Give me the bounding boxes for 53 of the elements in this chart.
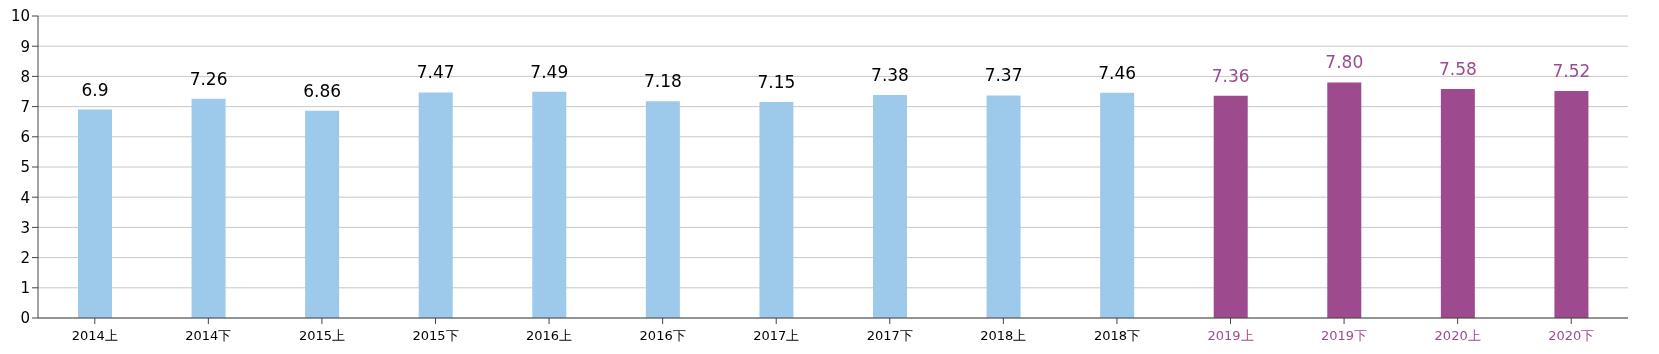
x-tick-label: 2016下 <box>639 328 686 343</box>
bar <box>305 110 340 318</box>
bar <box>1213 95 1248 318</box>
data-label: 7.26 <box>189 68 228 89</box>
y-tick-label: 0 <box>20 309 30 328</box>
y-tick-label: 5 <box>20 158 30 177</box>
bar <box>78 109 112 318</box>
data-label: 7.37 <box>984 65 1023 86</box>
bar <box>191 98 226 318</box>
data-label: 7.15 <box>757 72 796 93</box>
bar <box>1327 82 1362 318</box>
y-tick-label: 4 <box>20 188 30 207</box>
data-label: 7.18 <box>643 71 682 92</box>
x-tick-label: 2015上 <box>298 328 345 343</box>
y-tick-label: 3 <box>20 218 30 237</box>
y-tick-label: 1 <box>20 279 30 298</box>
y-tick-label: 10 <box>10 7 30 26</box>
y-tick-label: 6 <box>20 128 30 147</box>
x-tick-label: 2015下 <box>412 328 459 343</box>
x-tick-label: 2016上 <box>526 328 573 343</box>
x-tick-label: 2019上 <box>1207 328 1254 343</box>
bar <box>1100 92 1135 318</box>
bar <box>532 91 567 318</box>
bar <box>1554 90 1589 318</box>
data-label: 7.80 <box>1325 52 1364 73</box>
bar <box>645 101 680 318</box>
bar <box>418 92 453 318</box>
data-label: 7.38 <box>871 65 909 86</box>
data-label: 6.86 <box>303 80 342 101</box>
x-tick-label: 2020上 <box>1434 328 1481 343</box>
data-label: 7.36 <box>1211 65 1250 86</box>
data-label: 7.47 <box>416 62 455 83</box>
y-tick-label: 2 <box>20 248 30 267</box>
x-tick-label: 2014上 <box>71 328 118 343</box>
data-label: 7.49 <box>530 61 569 82</box>
y-tick-label: 8 <box>20 67 30 86</box>
x-tick-label: 2018上 <box>980 328 1027 343</box>
bar <box>986 95 1021 318</box>
y-tick-label: 9 <box>20 37 30 56</box>
x-tick-label: 2014下 <box>185 328 232 343</box>
x-tick-label: 2018下 <box>1093 328 1140 343</box>
x-tick-label: 2017上 <box>753 328 800 343</box>
x-tick-label: 2020下 <box>1548 328 1595 343</box>
data-label: 7.58 <box>1438 59 1477 80</box>
x-tick-label: 2017下 <box>866 328 913 343</box>
data-label: 7.46 <box>1098 62 1137 83</box>
data-label: 7.52 <box>1552 60 1591 81</box>
bar <box>873 95 907 318</box>
data-label: 6.9 <box>81 79 109 100</box>
bar <box>759 102 794 318</box>
bar <box>1440 89 1475 318</box>
y-tick-label: 7 <box>20 97 30 116</box>
x-tick-label: 2019下 <box>1321 328 1368 343</box>
